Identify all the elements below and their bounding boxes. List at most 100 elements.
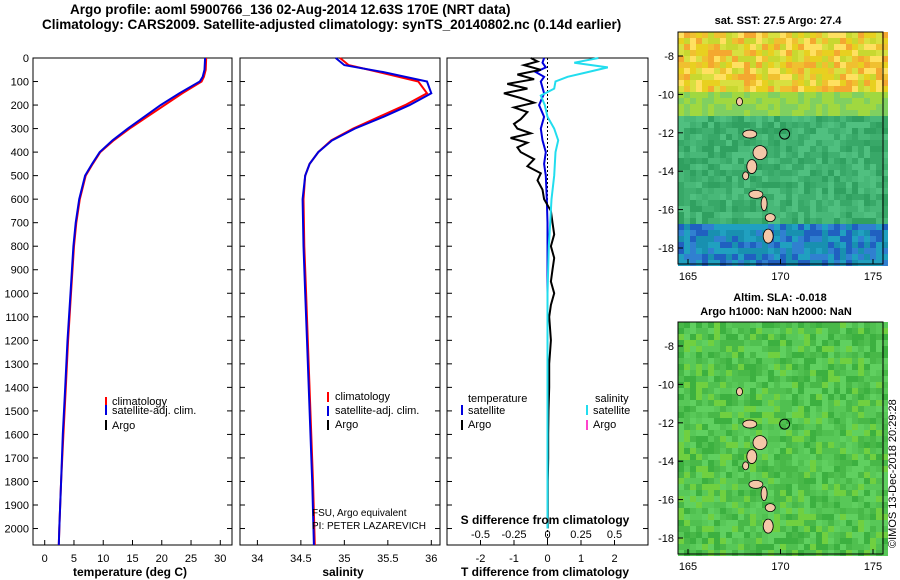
map-cell [876, 394, 882, 400]
map-cell [738, 382, 744, 388]
map-cell [750, 260, 756, 266]
map-cell [774, 352, 780, 358]
map-cell [804, 448, 810, 454]
map-cell [762, 454, 768, 460]
map-cell [852, 424, 858, 430]
map-cell [882, 346, 888, 352]
map-cell [768, 328, 774, 334]
map-cell [738, 140, 744, 146]
map-cell [750, 388, 756, 394]
map-cell [822, 50, 828, 56]
map-cell [762, 74, 768, 80]
map-cell [780, 358, 786, 364]
map-cell [810, 224, 816, 230]
map-cell [852, 146, 858, 152]
map-cell [858, 490, 864, 496]
map-cell [804, 484, 810, 490]
map-cell [714, 188, 720, 194]
map-cell [834, 140, 840, 146]
map-cell [690, 224, 696, 230]
map-cell [852, 32, 858, 38]
map-cell [798, 466, 804, 472]
map-cell [858, 176, 864, 182]
map-cell [810, 32, 816, 38]
map-cell [690, 170, 696, 176]
map-cell [882, 44, 888, 50]
map-cell [744, 38, 750, 44]
map-cell [696, 128, 702, 134]
map-cell [852, 224, 858, 230]
map-cell [864, 146, 870, 152]
depth-tick-label: 800 [11, 241, 29, 253]
map-cell [708, 466, 714, 472]
map-cell [678, 526, 684, 532]
map-cell [714, 508, 720, 514]
map-cell [696, 418, 702, 424]
map-cell [732, 370, 738, 376]
map-cell [870, 448, 876, 454]
map-cell [726, 442, 732, 448]
map-cell [720, 254, 726, 260]
map-cell [702, 260, 708, 266]
map-cell [834, 194, 840, 200]
map-cell [882, 328, 888, 334]
map-cell [708, 122, 714, 128]
map-cell [726, 206, 732, 212]
map-cell [768, 424, 774, 430]
map-cell [744, 520, 750, 526]
map-cell [774, 466, 780, 472]
series-line-temperature-satellite [533, 57, 549, 529]
map-cell [834, 248, 840, 254]
map-cell [678, 502, 684, 508]
legend-climatology: climatology [112, 396, 168, 408]
map-cell [822, 182, 828, 188]
map-cell [720, 56, 726, 62]
map-cell [714, 340, 720, 346]
map-cell [822, 56, 828, 62]
map-cell [780, 340, 786, 346]
map-cell [816, 406, 822, 412]
map-cell [840, 448, 846, 454]
map-cell [852, 436, 858, 442]
map-cell [708, 514, 714, 520]
map-cell [870, 424, 876, 430]
map-cell [810, 472, 816, 478]
map-cell [792, 38, 798, 44]
map-cell [744, 346, 750, 352]
map-cell [882, 520, 888, 526]
map-cell [804, 68, 810, 74]
map-cell [774, 74, 780, 80]
map-cell [864, 248, 870, 254]
map-cell [816, 370, 822, 376]
map-cell [798, 400, 804, 406]
map-cell [810, 424, 816, 430]
map-cell [786, 248, 792, 254]
map-cell [786, 466, 792, 472]
map-cell [678, 164, 684, 170]
map-cell [834, 430, 840, 436]
map-cell [738, 212, 744, 218]
map-cell [876, 128, 882, 134]
map-cell [684, 514, 690, 520]
map-cell [702, 68, 708, 74]
map-cell [720, 86, 726, 92]
map-cell [696, 454, 702, 460]
map-cell [714, 146, 720, 152]
map-cell [792, 394, 798, 400]
depth-tick-label: 1100 [5, 312, 29, 324]
map-cell [798, 80, 804, 86]
map-cell [780, 496, 786, 502]
map-cell [726, 430, 732, 436]
map-cell [822, 340, 828, 346]
map-cell [780, 74, 786, 80]
map-cell [684, 532, 690, 538]
map-cell [870, 508, 876, 514]
map-cell [876, 242, 882, 248]
map-cell [774, 340, 780, 346]
map-cell [696, 254, 702, 260]
map-cell [840, 260, 846, 266]
map-cell [702, 394, 708, 400]
map-cell [828, 370, 834, 376]
map-cell [690, 128, 696, 134]
map-cell [702, 182, 708, 188]
